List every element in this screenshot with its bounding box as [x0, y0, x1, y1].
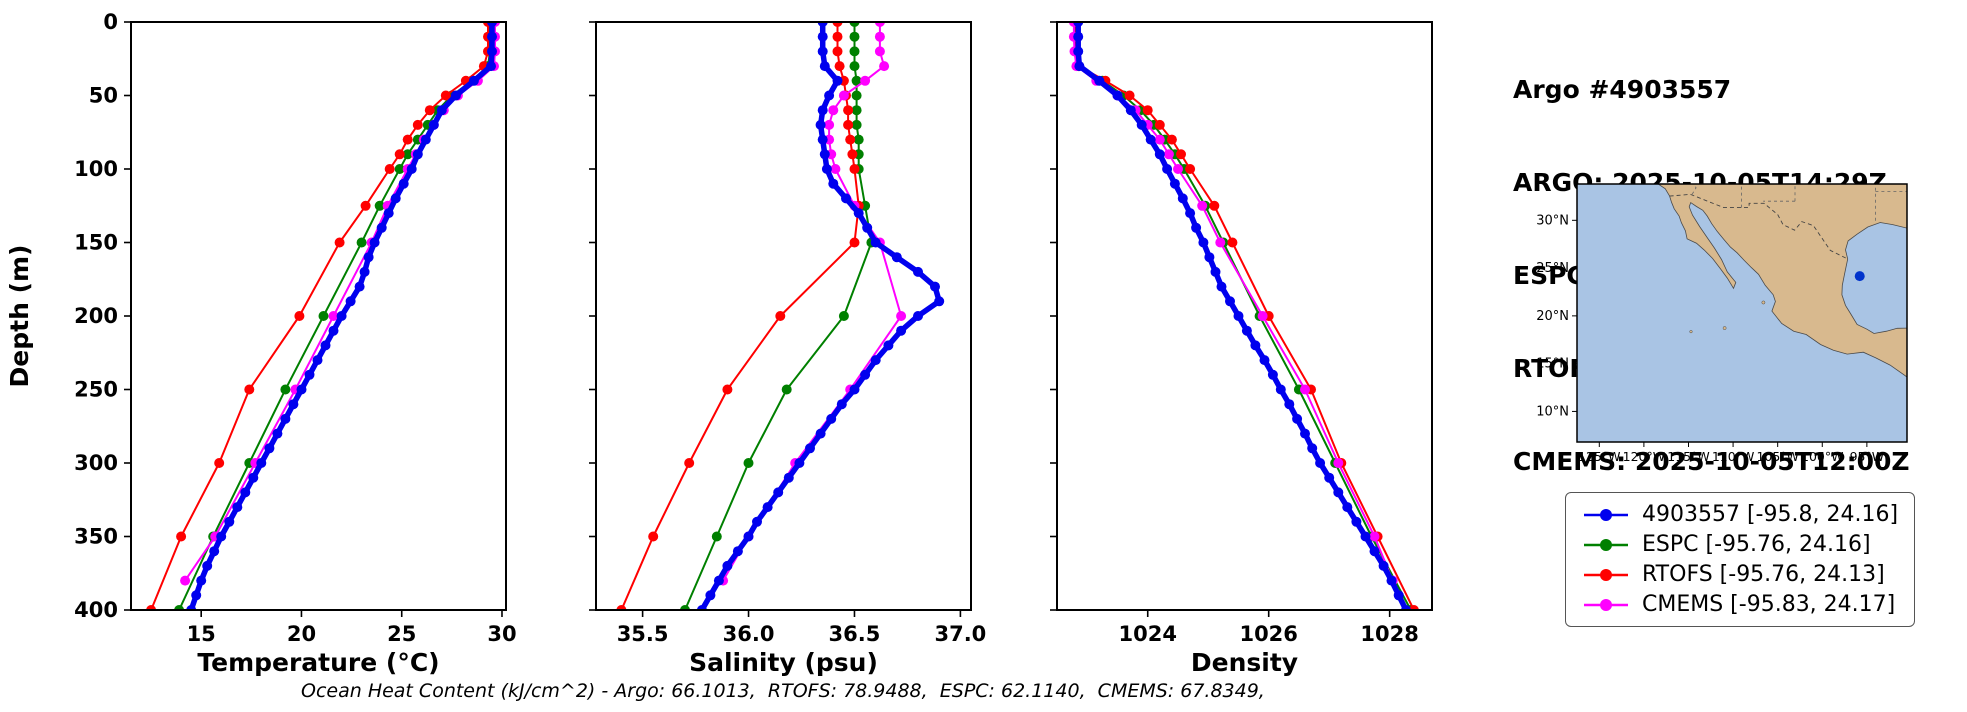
series-4903557: [696, 22, 945, 610]
map-lon-tick-label: 115°W: [1667, 449, 1709, 464]
map-lon-tick-label: 95°W: [1850, 449, 1885, 464]
map-island: [1722, 326, 1727, 330]
svg-text:300: 300: [74, 451, 118, 475]
temperature-panel: 15 20 25 30050100150200250300350400Temperat…: [5, 10, 517, 677]
legend-item-espc: ESPC [-95.76, 24.16]: [1582, 532, 1898, 557]
series-RTOFS: [616, 22, 864, 610]
legend-item-rtofs: RTOFS [-95.76, 24.13]: [1582, 562, 1898, 587]
x-axis-label: Temperature (°C): [197, 648, 439, 677]
density-panel: 1024 1026 1028 Density: [1050, 21, 1433, 677]
salinity-panel: 35.5 36.0 36.5 37.0 Salinity (psu): [589, 21, 986, 677]
series-4903557: [1073, 22, 1411, 610]
x-axis-label: Salinity (psu): [689, 648, 878, 677]
map-lon-tick-label: 120°W: [1623, 449, 1665, 464]
svg-text:250: 250: [74, 378, 118, 402]
svg-text:35.5: 35.5: [617, 622, 669, 646]
map-lon-tick-label: 105°W: [1756, 449, 1798, 464]
map-land: [1657, 184, 1907, 378]
legend-swatch-rtofs: [1584, 568, 1628, 581]
y-axis-label: Depth (m): [5, 245, 34, 388]
svg-text:20: 20: [287, 622, 316, 646]
legend-swatch-cmems: [1584, 598, 1628, 611]
svg-text:200: 200: [74, 304, 118, 328]
map-lon-tick-label: 125°W: [1578, 449, 1620, 464]
svg-text:350: 350: [74, 525, 118, 549]
svg-text:1024: 1024: [1118, 622, 1176, 646]
svg-text:100: 100: [74, 157, 118, 181]
legend-label: 4903557 [-95.8, 24.16]: [1642, 502, 1899, 527]
legend: 4903557 [-95.8, 24.16] ESPC [-95.76, 24.…: [1565, 492, 1916, 627]
svg-text:400: 400: [74, 598, 118, 622]
svg-text:0: 0: [103, 10, 118, 34]
series-CMEMS: [718, 22, 907, 586]
series-ESPC: [1071, 22, 1416, 610]
float-title: Argo #4903557: [1513, 75, 1732, 104]
series-4903557: [186, 22, 497, 610]
svg-text:25: 25: [387, 622, 416, 646]
map-island: [1761, 300, 1766, 305]
profile-charts: 15 20 25 30050100150200250300350400Temperat…: [5, 10, 1433, 677]
svg-text:150: 150: [74, 231, 118, 255]
map-lat-tick-label: 15°N: [1536, 357, 1569, 372]
map-state-border: [1691, 184, 1697, 195]
map-lat-tick-label: 30°N: [1536, 213, 1569, 228]
svg-text:15: 15: [187, 622, 216, 646]
map-lat-tick-label: 20°N: [1536, 309, 1569, 324]
svg-text:1028: 1028: [1360, 622, 1418, 646]
legend-swatch-argo: [1584, 508, 1628, 521]
legend-swatch-espc: [1584, 538, 1628, 551]
svg-text:50: 50: [89, 84, 118, 108]
svg-text:1026: 1026: [1239, 622, 1297, 646]
float-position-marker: [1854, 271, 1865, 282]
location-map-wrap: 30°N 25°N 20°N 15°N 10°N 125°W 120°W 115°W 110°W…: [1522, 178, 1922, 482]
svg-text:36.5: 36.5: [829, 622, 881, 646]
ohc-caption: Ocean Heat Content (kJ/cm^2) - Argo: 66.…: [301, 680, 1265, 702]
map-lon-tick-label: 100°W: [1801, 449, 1843, 464]
map-island: [1689, 330, 1693, 334]
legend-item-argo: 4903557 [-95.8, 24.16]: [1582, 502, 1898, 527]
location-map: 30°N 25°N 20°N 15°N 10°N 125°W 120°W 115°W 110°W…: [1536, 183, 1908, 464]
x-axis-label: Density: [1191, 648, 1298, 677]
svg-text:36.0: 36.0: [723, 622, 775, 646]
map-us-mexico-border: [1669, 193, 1848, 260]
legend-label: RTOFS [-95.76, 24.13]: [1642, 562, 1885, 587]
svg-text:30: 30: [487, 622, 516, 646]
legend-label: CMEMS [-95.83, 24.17]: [1642, 592, 1896, 617]
legend-item-cmems: CMEMS [-95.83, 24.17]: [1582, 592, 1898, 617]
legend-label: ESPC [-95.76, 24.16]: [1642, 532, 1871, 557]
map-lat-tick-label: 25°N: [1536, 261, 1569, 276]
cmems-timestamp: CMEMS: 2025-10-05T12:00Z: [1513, 447, 1910, 476]
map-lat-tick-label: 10°N: [1536, 404, 1569, 419]
map-lon-tick-label: 110°W: [1712, 449, 1754, 464]
svg-text:37.0: 37.0: [934, 622, 986, 646]
